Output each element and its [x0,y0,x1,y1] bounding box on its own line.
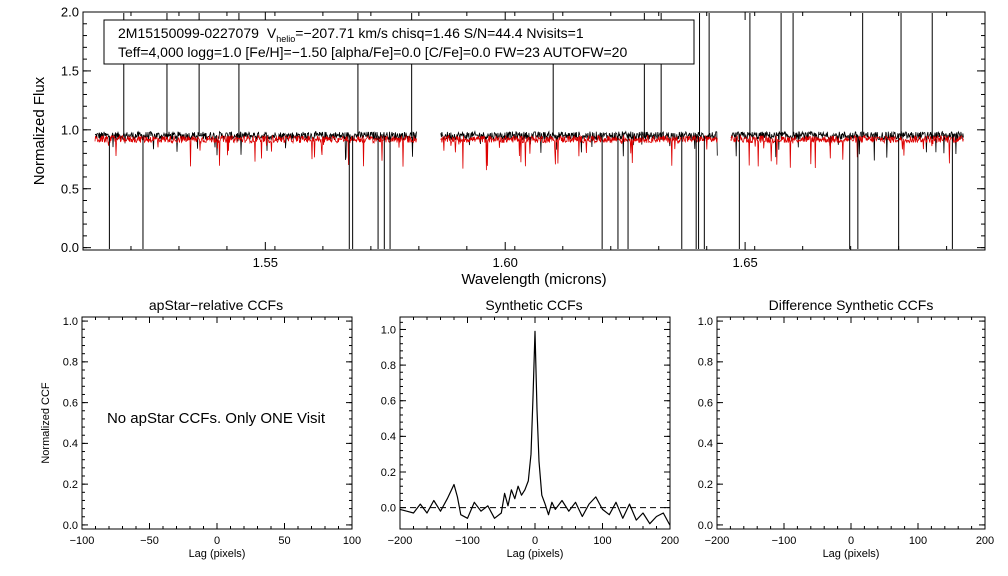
synthetic-ccf-ytick-label: 0.2 [381,467,396,479]
spectrum-xtick-label: 1.65 [732,255,757,270]
spectrum-panel: 1.55 1.60 1.65 0.0 0.5 1.0 1.5 2.0 Wavelength (… [31,5,986,288]
synthetic-ccf-xtick-label: −200 [388,535,413,547]
difference-ccf-title: Difference Synthetic CCFs [769,297,934,313]
difference-ccf-ytick-label: 0.4 [698,438,713,450]
apstar-ccf-xtick-label: −50 [140,535,159,547]
difference-ccf-ytick-label: 0.8 [698,357,713,369]
apstar-ccf-ylabel: Normalized CCF [40,382,52,464]
difference-ccf-panel: Difference Synthetic CCFs −200 −100 0 100 20… [698,297,994,560]
apstar-ccf-xlabel: Lag (pixels) [189,548,246,560]
info-v-subscript: helio [276,34,295,44]
spectrum-ylabel: Normalized Flux [31,76,48,185]
synthetic-ccf-xtick-label: −100 [455,535,480,547]
synthetic-ccf-ytick-label: 0.8 [381,360,396,372]
spectrum-ytick-label: 2.0 [61,5,79,20]
synthetic-ccf-xtick-label: 100 [593,535,611,547]
info-v-symbol: V [267,25,277,41]
apstar-ccf-ytick-label: 0.8 [63,357,78,369]
model-spectrum-segment [440,134,718,171]
apstar-ccf-xtick-label: 50 [278,535,290,547]
synthetic-ccf-xlabel: Lag (pixels) [507,548,564,560]
difference-ccf-xtick-label: 100 [909,535,927,547]
observed-spectrum-segment [440,130,718,157]
spectrum-ytick-label: 0.0 [61,240,79,255]
spectrum-ytick-label: 1.5 [61,63,79,78]
apstar-ccf-xtick-label: −100 [70,535,95,547]
spectrum-xtick-label: 1.55 [253,255,278,270]
spectrum-xtick-label: 1.60 [493,255,518,270]
difference-ccf-ytick-label: 1.0 [698,316,713,328]
info-box-frame [103,19,695,65]
difference-ccf-xtick-label: 0 [848,535,854,547]
synthetic-ccf-xtick-label: 200 [661,535,679,547]
apstar-ccf-ytick-label: 0.6 [63,397,78,409]
model-spectrum-segment [94,134,417,167]
synthetic-ccf-line [399,330,671,526]
difference-ccf-ytick-label: 0.2 [698,479,713,491]
info-line-2: Teff=4,000 logg=1.0 [Fe/H]=−1.50 [alpha/… [118,44,627,60]
info-star-id: 2M15150099-0227079 [118,25,259,41]
apstar-ccf-ytick-label: 0.2 [63,479,78,491]
difference-ccf-xlabel: Lag (pixels) [823,548,880,560]
apstar-ccf-xtick-label: 0 [214,535,220,547]
difference-ccf-xtick-label: −200 [705,535,730,547]
synthetic-ccf-ytick-label: 1.0 [381,324,396,336]
synthetic-ccf-xtick-label: 0 [532,535,538,547]
apstar-ccf-xtick-label: 100 [343,535,361,547]
difference-ccf-ytick-label: 0.6 [698,397,713,409]
synthetic-ccf-ytick-label: 0.4 [381,431,396,443]
synthetic-ccf-ytick-label: 0.0 [381,502,396,514]
difference-ccf-xtick-label: −100 [772,535,797,547]
synthetic-ccf-ytick-label: 0.6 [381,396,396,408]
model-spectrum-segment [730,134,964,169]
spectrum-ytick-label: 0.5 [61,181,79,196]
apstar-ccf-ytick-label: 1.0 [63,316,78,328]
info-line-1: 2M15150099-0227079 Vhelio=−207.71 km/s ch… [118,25,584,44]
spectrum-xlabel: Wavelength (microns) [461,271,606,288]
synthetic-ccf-title: Synthetic CCFs [485,297,582,313]
difference-ccf-xtick-label: 200 [976,535,994,547]
difference-ccf-frame [716,316,986,530]
spectrum-ytick-label: 1.0 [61,122,79,137]
observed-spectrum-segment [730,130,964,161]
apstar-ccf-message: No apStar CCFs. Only ONE Visit [107,410,326,427]
synthetic-ccf-panel: Synthetic CCFs −200 −100 0 100 200 0.0 0.2 0.4 0… [381,297,679,560]
apstar-ccf-ytick-label: 0.0 [63,520,78,532]
apstar-ccf-title: apStar−relative CCFs [149,297,283,313]
difference-ccf-ytick-label: 0.0 [698,520,713,532]
info-line-1-rest: =−207.71 km/s chisq=1.46 S/N=44.4 Nvisit… [295,25,584,41]
apstar-ccf-ytick-label: 0.4 [63,438,78,450]
info-box: 2M15150099-0227079 Vhelio=−207.71 km/s ch… [103,19,695,65]
apstar-ccf-panel: apStar−relative CCFs −100 −50 0 50 100 0.0 0.2… [40,297,361,560]
spectrum-plot-frame [82,11,986,251]
